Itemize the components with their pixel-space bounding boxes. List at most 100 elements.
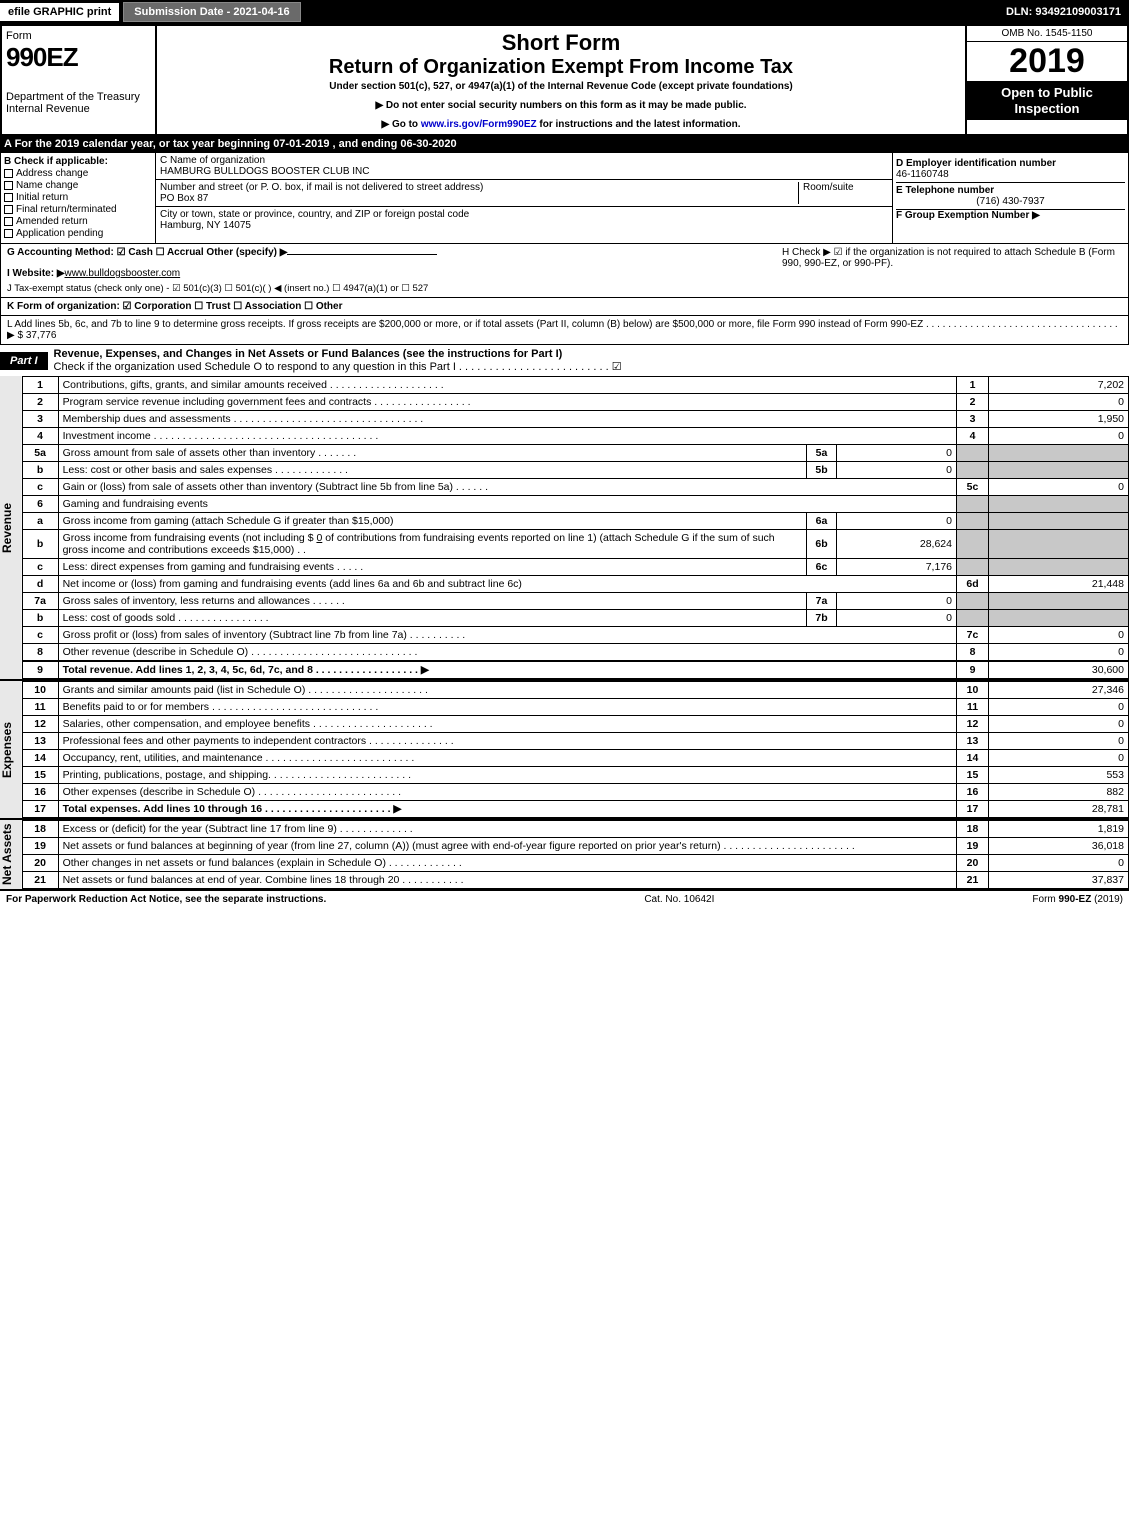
expenses-vert-label: Expenses <box>0 681 22 818</box>
table-row: dNet income or (loss) from gaming and fu… <box>22 576 1128 593</box>
table-row: bGross income from fundraising events (n… <box>22 530 1128 559</box>
check-app-pending[interactable]: Application pending <box>4 228 152 239</box>
row-g-h: G Accounting Method: ☑ Cash ☐ Accrual Ot… <box>0 244 1129 298</box>
accounting-method: G Accounting Method: ☑ Cash ☐ Accrual Ot… <box>7 247 287 258</box>
ein-label: D Employer identification number <box>896 158 1125 169</box>
goto-prefix: ▶ Go to <box>381 119 420 130</box>
col-d-ids: D Employer identification number 46-1160… <box>893 153 1128 243</box>
section-h: H Check ▶ ☑ if the organization is not r… <box>782 247 1122 294</box>
paperwork-notice: For Paperwork Reduction Act Notice, see … <box>6 894 326 905</box>
tax-exempt-status: J Tax-exempt status (check only one) - ☑… <box>7 283 782 294</box>
form-header: Form 990EZ Department of the Treasury In… <box>0 24 1129 136</box>
table-row: 16Other expenses (describe in Schedule O… <box>22 784 1128 801</box>
expenses-section: Expenses 10Grants and similar amounts pa… <box>0 679 1129 818</box>
table-row: 5aGross amount from sale of assets other… <box>22 445 1128 462</box>
check-initial-return[interactable]: Initial return <box>4 192 152 203</box>
title-return: Return of Organization Exempt From Incom… <box>167 56 955 79</box>
org-name-label: C Name of organization <box>160 155 888 166</box>
table-row: 10Grants and similar amounts paid (list … <box>22 682 1128 699</box>
expenses-table: 10Grants and similar amounts paid (list … <box>22 681 1129 818</box>
table-row: aGross income from gaming (attach Schedu… <box>22 513 1128 530</box>
col-c-orginfo: C Name of organization HAMBURG BULLDOGS … <box>156 153 893 243</box>
check-address-change[interactable]: Address change <box>4 168 152 179</box>
check-name-change[interactable]: Name change <box>4 180 152 191</box>
form-number: 990EZ <box>6 42 151 73</box>
submission-date: Submission Date - 2021-04-16 <box>123 2 300 22</box>
part1-label: Part I <box>0 352 48 370</box>
phone-value: (716) 430-7937 <box>896 196 1125 207</box>
table-row: 17Total expenses. Add lines 10 through 1… <box>22 801 1128 818</box>
table-row: 4Investment income . . . . . . . . . . .… <box>22 428 1128 445</box>
section-a-taxyear: A For the 2019 calendar year, or tax yea… <box>0 136 1129 152</box>
table-row: 20Other changes in net assets or fund ba… <box>22 855 1128 872</box>
row-l: L Add lines 5b, 6c, and 7b to line 9 to … <box>0 316 1129 345</box>
table-row: 13Professional fees and other payments t… <box>22 733 1128 750</box>
table-row: 3Membership dues and assessments . . . .… <box>22 411 1128 428</box>
dln: DLN: 93492109003171 <box>998 3 1129 21</box>
city-value: Hamburg, NY 14075 <box>160 220 888 231</box>
row-l-text: L Add lines 5b, 6c, and 7b to line 9 to … <box>7 319 1118 341</box>
revenue-vert-label: Revenue <box>0 376 22 679</box>
table-row: cLess: direct expenses from gaming and f… <box>22 559 1128 576</box>
table-row: 14Occupancy, rent, utilities, and mainte… <box>22 750 1128 767</box>
table-row: cGain or (loss) from sale of assets othe… <box>22 479 1128 496</box>
addr-value: PO Box 87 <box>160 193 798 204</box>
row-l-amount: 37,776 <box>26 330 57 341</box>
subtitle: Under section 501(c), 527, or 4947(a)(1)… <box>167 81 955 92</box>
table-row: 19Net assets or fund balances at beginni… <box>22 838 1128 855</box>
efile-print-label[interactable]: efile GRAPHIC print <box>0 3 119 21</box>
table-row: 11Benefits paid to or for members . . . … <box>22 699 1128 716</box>
col-b-title: B Check if applicable: <box>4 156 152 167</box>
ssn-warning: ▶ Do not enter social security numbers o… <box>167 100 955 111</box>
goto-note: ▶ Go to www.irs.gov/Form990EZ for instru… <box>167 119 955 130</box>
room-suite-label: Room/suite <box>798 182 888 204</box>
revenue-table: 1Contributions, gifts, grants, and simil… <box>22 376 1129 679</box>
table-row: 2Program service revenue including gover… <box>22 394 1128 411</box>
check-final-return[interactable]: Final return/terminated <box>4 204 152 215</box>
irs-link[interactable]: www.irs.gov/Form990EZ <box>421 119 537 130</box>
addr-label: Number and street (or P. O. box, if mail… <box>160 182 798 193</box>
table-row: 8Other revenue (describe in Schedule O) … <box>22 644 1128 662</box>
cat-no: Cat. No. 10642I <box>326 894 1032 905</box>
goto-suffix: for instructions and the latest informat… <box>537 119 741 130</box>
website-value[interactable]: www.bulldogsbooster.com <box>65 268 181 279</box>
netassets-table: 18Excess or (deficit) for the year (Subt… <box>22 820 1129 889</box>
table-row: 21Net assets or fund balances at end of … <box>22 872 1128 889</box>
omb-number: OMB No. 1545-1150 <box>967 26 1127 42</box>
table-row: 18Excess or (deficit) for the year (Subt… <box>22 821 1128 838</box>
table-row: 15Printing, publications, postage, and s… <box>22 767 1128 784</box>
netassets-vert-label: Net Assets <box>0 820 22 889</box>
ein-value: 46-1160748 <box>896 169 1125 180</box>
tax-year: 2019 <box>967 42 1127 81</box>
part1-title: Revenue, Expenses, and Changes in Net As… <box>54 348 563 360</box>
table-row: 9Total revenue. Add lines 1, 2, 3, 4, 5c… <box>22 661 1128 679</box>
website-label: I Website: ▶ <box>7 268 65 279</box>
org-name: HAMBURG BULLDOGS BOOSTER CLUB INC <box>160 166 888 177</box>
table-row: 1Contributions, gifts, grants, and simil… <box>22 377 1128 394</box>
dept-treasury: Department of the Treasury <box>6 91 151 103</box>
netassets-section: Net Assets 18Excess or (deficit) for the… <box>0 818 1129 889</box>
city-label: City or town, state or province, country… <box>160 209 888 220</box>
table-row: 12Salaries, other compensation, and empl… <box>22 716 1128 733</box>
open-public-inspection: Open to Public Inspection <box>967 81 1127 120</box>
group-exemption-label: F Group Exemption Number ▶ <box>896 210 1125 221</box>
table-row: bLess: cost of goods sold . . . . . . . … <box>22 610 1128 627</box>
check-amended[interactable]: Amended return <box>4 216 152 227</box>
table-row: 6Gaming and fundraising events <box>22 496 1128 513</box>
topbar: efile GRAPHIC print Submission Date - 20… <box>0 0 1129 24</box>
part1-header: Part I Revenue, Expenses, and Changes in… <box>0 345 1129 376</box>
table-row: bLess: cost or other basis and sales exp… <box>22 462 1128 479</box>
footer: For Paperwork Reduction Act Notice, see … <box>0 889 1129 908</box>
revenue-section: Revenue 1Contributions, gifts, grants, a… <box>0 376 1129 679</box>
irs-label: Internal Revenue <box>6 103 151 115</box>
row-k: K Form of organization: ☑ Corporation ☐ … <box>0 298 1129 316</box>
title-short-form: Short Form <box>167 30 955 56</box>
form-ref: Form 990-EZ (2019) <box>1032 894 1123 905</box>
form-word: Form <box>6 30 151 42</box>
info-grid: B Check if applicable: Address change Na… <box>0 152 1129 244</box>
table-row: 7aGross sales of inventory, less returns… <box>22 593 1128 610</box>
table-row: cGross profit or (loss) from sales of in… <box>22 627 1128 644</box>
col-b-checkboxes: B Check if applicable: Address change Na… <box>1 153 156 243</box>
part1-check: Check if the organization used Schedule … <box>54 361 622 373</box>
phone-label: E Telephone number <box>896 185 1125 196</box>
